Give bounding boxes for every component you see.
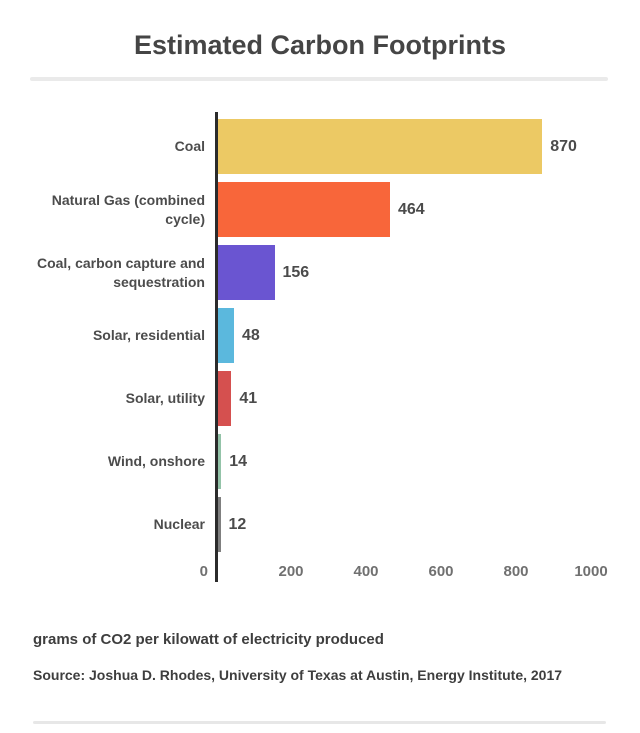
category-label: Wind, onshore [107, 453, 205, 470]
x-tick-label: 600 [428, 563, 454, 580]
category-label: Natural Gas (combined cycle) [51, 192, 205, 227]
bar-row: Nuclear 12 [0, 493, 640, 556]
bar [216, 245, 275, 300]
category-label: Solar, utility [125, 390, 205, 407]
x-tick-label: 200 [278, 563, 304, 580]
x-tick-label: 0 [199, 563, 208, 580]
bar-value-label: 870 [550, 137, 577, 155]
chart-source: Source: Joshua D. Rhodes, University of … [33, 667, 563, 683]
bar [216, 182, 390, 237]
bar [216, 308, 234, 363]
bar-track: 12 [216, 497, 640, 552]
bar-row: Coal, carbon capture and sequestration 15… [0, 241, 640, 304]
chart-title: Estimated Carbon Footprints [133, 30, 506, 60]
bar [216, 434, 222, 489]
x-tick-label: 400 [353, 563, 379, 580]
bar [216, 497, 221, 552]
bar-row: Solar, residential 48 [0, 304, 640, 367]
bar-chart: Coal 870 Natural Gas (combined cycle) 464 Co… [0, 112, 640, 582]
chart-caption: grams of CO2 per kilowatt of electricity… [33, 631, 384, 648]
bar-value-label: 41 [239, 389, 258, 407]
x-tick-label: 1000 [574, 563, 608, 580]
bar-value-label: 48 [242, 326, 260, 344]
category-label: Nuclear [153, 516, 205, 533]
bar-value-label: 464 [398, 200, 425, 218]
bar-track: 156 [216, 245, 640, 300]
bar-track: 41 [216, 371, 640, 426]
bar-track: 14 [216, 434, 640, 489]
bar-rows: Coal 870 Natural Gas (combined cycle) 464 Co… [0, 115, 640, 556]
title-divider [30, 77, 608, 81]
x-tick-label: 800 [503, 563, 529, 580]
category-label: Coal, carbon capture and sequestration [36, 255, 205, 290]
bottom-divider [33, 721, 606, 724]
bar-value-label: 12 [228, 515, 247, 533]
bar [216, 119, 543, 174]
bar-track: 870 [216, 119, 640, 174]
bar-row: Coal 870 [0, 115, 640, 178]
bar-track: 48 [216, 308, 640, 363]
bar-row: Wind, onshore 14 [0, 430, 640, 493]
y-axis-line [215, 112, 218, 582]
bar-track: 464 [216, 182, 640, 237]
category-label: Solar, residential [92, 327, 205, 344]
bar-value-label: 156 [282, 263, 310, 281]
bar-row: Solar, utility 41 [0, 367, 640, 430]
x-axis-ticks: 0 200 400 600 800 1000 [0, 563, 640, 585]
bar-row: Natural Gas (combined cycle) 464 [0, 178, 640, 241]
category-label: Coal [174, 138, 205, 155]
bar-value-label: 14 [229, 452, 248, 470]
bar [216, 371, 232, 426]
